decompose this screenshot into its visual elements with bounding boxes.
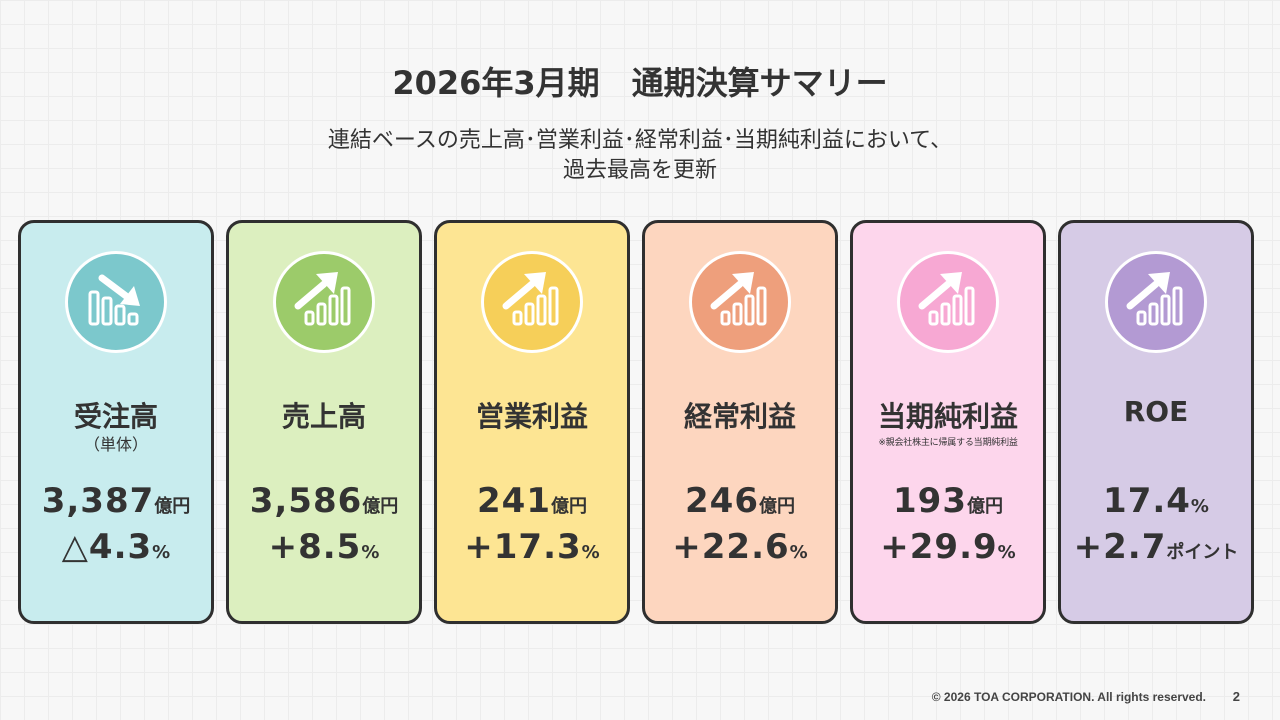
kpi-label: 営業利益 bbox=[475, 400, 588, 433]
kpi-label: 経常利益 bbox=[683, 400, 796, 433]
kpi-change-number: △4.3 bbox=[61, 527, 153, 567]
chart-up-icon bbox=[689, 251, 791, 353]
kpi-value: 193億円 bbox=[853, 481, 1043, 521]
page-number: 2 bbox=[1232, 689, 1240, 704]
kpi-sublabel: （単体） bbox=[83, 435, 148, 454]
chart-down-icon bbox=[65, 251, 167, 353]
chart-up-icon bbox=[1105, 251, 1207, 353]
kpi-change-unit: % bbox=[152, 542, 171, 563]
kpi-change-number: +8.5 bbox=[268, 527, 362, 567]
chart-up-icon bbox=[481, 251, 583, 353]
kpi-card-net-sales: 売上高 3,586億円 +8.5% bbox=[226, 220, 422, 624]
kpi-change-number: +17.3 bbox=[464, 527, 582, 567]
kpi-card-roe: ROE 17.4% +2.7ポイント bbox=[1058, 220, 1254, 624]
kpi-change-unit: ポイント bbox=[1166, 542, 1239, 563]
kpi-value: 17.4% bbox=[1061, 481, 1251, 521]
kpi-change-unit: % bbox=[361, 542, 380, 563]
copyright-text: © 2026 TOA CORPORATION. All rights reser… bbox=[931, 690, 1206, 704]
kpi-change-unit: % bbox=[581, 542, 600, 563]
kpi-change-number: +2.7 bbox=[1073, 527, 1167, 567]
chart-up-icon bbox=[897, 251, 999, 353]
kpi-value-unit: % bbox=[1190, 496, 1209, 517]
summary-subtitle: 連結ベースの売上高･営業利益･経常利益･当期純利益において、 過去最高を更新 bbox=[0, 126, 1280, 186]
kpi-change-number: +22.6 bbox=[672, 527, 790, 567]
kpi-label: 売上高 bbox=[281, 400, 366, 433]
kpi-change-unit: % bbox=[789, 542, 808, 563]
kpi-change: +22.6% bbox=[645, 527, 835, 567]
kpi-change-number: +29.9 bbox=[880, 527, 998, 567]
kpi-value-number: 3,387 bbox=[41, 481, 155, 521]
kpi-footnote: ※親会社株主に帰属する当期純利益 bbox=[878, 438, 1018, 448]
kpi-change: △4.3% bbox=[21, 527, 211, 567]
kpi-change: +8.5% bbox=[229, 527, 419, 567]
page-title: 2026年3月期 通期決算サマリー bbox=[392, 64, 888, 102]
kpi-card-list: 受注高 （単体） 3,387億円 △4.3% 売上高 3,586億円 +8.5% bbox=[18, 220, 1262, 630]
kpi-value-unit: 億円 bbox=[154, 496, 191, 517]
kpi-value-number: 193 bbox=[893, 481, 967, 521]
kpi-value-number: 3,586 bbox=[249, 481, 363, 521]
kpi-label: ROE bbox=[1123, 395, 1189, 428]
kpi-value-number: 17.4 bbox=[1103, 481, 1191, 521]
kpi-value-unit: 億円 bbox=[758, 496, 795, 517]
kpi-value: 3,586億円 bbox=[229, 481, 419, 521]
kpi-change-unit: % bbox=[997, 542, 1016, 563]
kpi-value: 246億円 bbox=[645, 481, 835, 521]
kpi-card-net-income: 当期純利益 ※親会社株主に帰属する当期純利益 193億円 +29.9% bbox=[850, 220, 1046, 624]
chart-up-icon bbox=[273, 251, 375, 353]
kpi-card-ordinary-profit: 経常利益 246億円 +22.6% bbox=[642, 220, 838, 624]
kpi-card-operating-profit: 営業利益 241億円 +17.3% bbox=[434, 220, 630, 624]
kpi-card-orders: 受注高 （単体） 3,387億円 △4.3% bbox=[18, 220, 214, 624]
kpi-label: 当期純利益 bbox=[877, 400, 1018, 433]
kpi-value-unit: 億円 bbox=[966, 496, 1003, 517]
subtitle-line-1: 連結ベースの売上高･営業利益･経常利益･当期純利益において、 bbox=[327, 128, 953, 153]
kpi-label: 受注高 bbox=[73, 400, 158, 433]
kpi-value-number: 246 bbox=[685, 481, 759, 521]
kpi-change: +29.9% bbox=[853, 527, 1043, 567]
kpi-change: +17.3% bbox=[437, 527, 627, 567]
kpi-value: 3,387億円 bbox=[21, 481, 211, 521]
subtitle-line-2: 過去最高を更新 bbox=[562, 158, 717, 183]
kpi-value-number: 241 bbox=[477, 481, 551, 521]
kpi-value: 241億円 bbox=[437, 481, 627, 521]
kpi-change: +2.7ポイント bbox=[1061, 527, 1251, 567]
kpi-value-unit: 億円 bbox=[550, 496, 587, 517]
kpi-value-unit: 億円 bbox=[362, 496, 399, 517]
